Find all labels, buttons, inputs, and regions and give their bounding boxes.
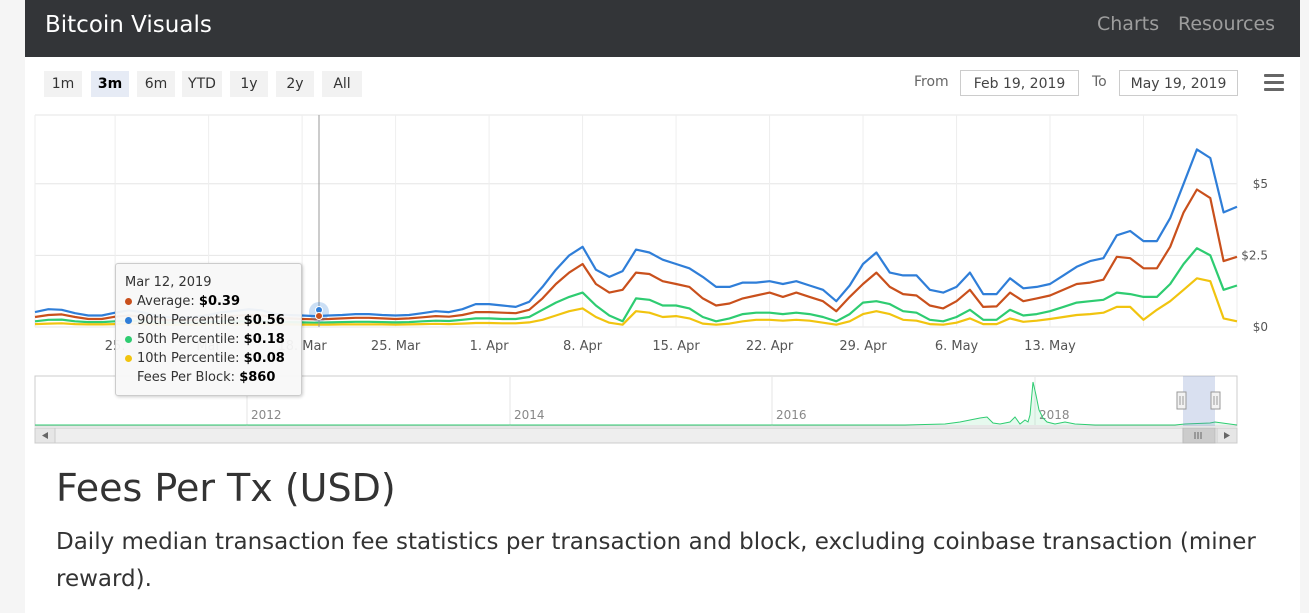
from-label: From xyxy=(914,74,949,90)
x-tick-label: 6. May xyxy=(935,339,979,354)
tooltip-row-fees: Fees Per Block: $860 xyxy=(137,370,276,385)
from-date-input[interactable]: Feb 19, 2019 xyxy=(960,70,1079,96)
navigator-right-handle[interactable] xyxy=(1210,391,1221,410)
navigator-year-label: 2014 xyxy=(514,408,545,422)
y-tick-label: $0 xyxy=(1253,320,1268,334)
x-tick-label: 25. Mar xyxy=(371,339,421,354)
range-button-3m[interactable]: 3m xyxy=(91,71,129,97)
tooltip-row-average: Average: $0.39 xyxy=(125,294,292,313)
y-axis-ticks: $0 $2.5 $5 xyxy=(1241,177,1268,334)
navigator-series xyxy=(35,381,1238,426)
page-shell: Bitcoin Visuals Charts Resources 1m 3m 6… xyxy=(25,0,1300,613)
page-description: Daily median transaction fee statistics … xyxy=(56,529,1256,592)
navbar: Bitcoin Visuals Charts Resources xyxy=(25,0,1300,57)
x-tick-label: 8. Apr xyxy=(563,339,603,354)
scroll-right-arrow-icon[interactable] xyxy=(1224,432,1230,439)
to-label: To xyxy=(1092,74,1107,90)
tooltip-row-50th: 50th Percentile: $0.18 xyxy=(125,332,292,351)
range-button-1y[interactable]: 1y xyxy=(230,71,268,97)
scroll-left-arrow-icon[interactable] xyxy=(42,432,48,439)
navigator-scrollbar[interactable] xyxy=(34,427,1238,444)
brand-logo[interactable]: Bitcoin Visuals xyxy=(45,12,212,38)
page-title: Fees Per Tx (USD) xyxy=(56,466,396,510)
navigator-year-label: 2016 xyxy=(776,408,807,422)
y-tick-label: $2.5 xyxy=(1241,248,1268,262)
tooltip-row-10th: 10th Percentile: $0.08 xyxy=(125,351,292,370)
dot-icon xyxy=(125,317,132,324)
navigator-years: 2012 2014 2016 2018 xyxy=(246,376,1070,426)
range-button-ytd[interactable]: YTD xyxy=(182,71,222,97)
x-tick-label: 22. Apr xyxy=(746,339,794,354)
range-button-2y[interactable]: 2y xyxy=(276,71,314,97)
to-date-input[interactable]: May 19, 2019 xyxy=(1119,70,1238,96)
navigator-left-handle[interactable] xyxy=(1176,391,1187,410)
range-button-all[interactable]: All xyxy=(322,71,362,97)
hover-marker-point-90 xyxy=(315,306,323,314)
hamburger-menu-icon[interactable] xyxy=(1264,74,1284,92)
range-button-6m[interactable]: 6m xyxy=(137,71,175,97)
y-tick-label: $5 xyxy=(1253,177,1268,191)
navigator-selection[interactable] xyxy=(1183,376,1215,426)
dot-icon xyxy=(125,298,132,305)
x-tick-label: 1. Apr xyxy=(470,339,510,354)
dot-icon xyxy=(125,336,132,343)
x-tick-label: 15. Apr xyxy=(652,339,700,354)
dot-icon xyxy=(125,355,132,362)
chart-tooltip: Mar 12, 2019 Average: $0.39 90th Percent… xyxy=(115,263,302,396)
navigator-year-label: 2018 xyxy=(1039,408,1070,422)
hover-marker-point-avg xyxy=(315,312,323,320)
nav-link-resources[interactable]: Resources xyxy=(1178,13,1276,35)
range-button-1m[interactable]: 1m xyxy=(44,71,82,97)
tooltip-row-90th: 90th Percentile: $0.56 xyxy=(125,313,292,332)
nav-link-charts[interactable]: Charts xyxy=(1097,13,1160,35)
tooltip-date: Mar 12, 2019 xyxy=(125,275,212,290)
x-tick-label: 29. Apr xyxy=(839,339,887,354)
navigator-year-label: 2012 xyxy=(251,408,282,422)
hover-marker xyxy=(309,302,329,322)
x-tick-label: 13. May xyxy=(1024,339,1076,354)
